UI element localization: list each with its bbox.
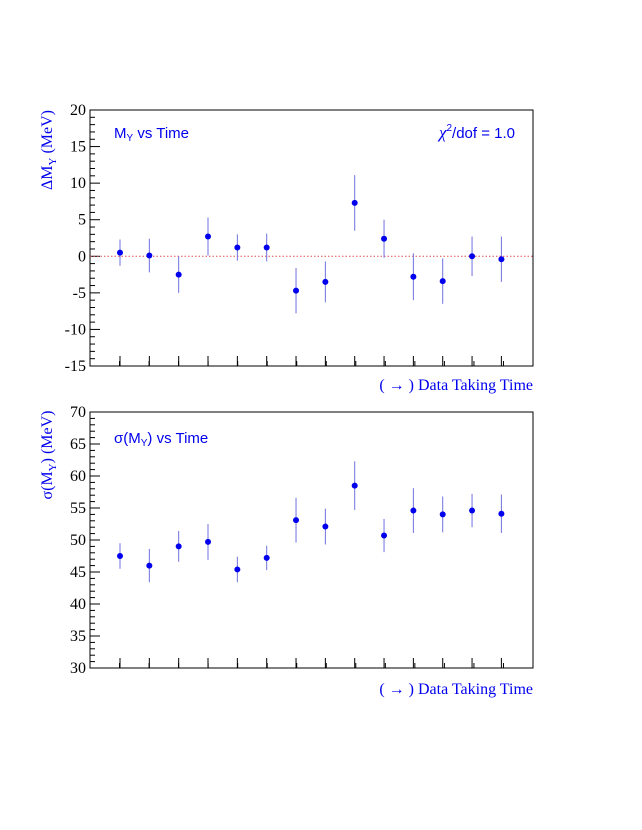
plot-frame <box>89 411 534 669</box>
data-point <box>205 233 212 240</box>
y-tick-label: 20 <box>70 102 86 119</box>
data-point <box>351 482 358 489</box>
data-point <box>263 554 270 561</box>
data-point <box>410 507 417 514</box>
data-point <box>381 235 388 242</box>
data-point <box>322 523 329 530</box>
data-point <box>146 252 153 259</box>
data-points <box>117 461 505 583</box>
data-point <box>293 517 300 524</box>
y-tick-label: 50 <box>70 532 86 549</box>
data-point <box>439 511 446 518</box>
y-tick-label: 35 <box>70 628 86 645</box>
data-point <box>322 278 329 285</box>
data-point <box>410 273 417 280</box>
data-point <box>439 278 446 285</box>
data-point <box>234 244 241 251</box>
y-axis-label: σ(MΥ) (MeV) <box>39 410 59 499</box>
y-axis: -15 -10 -5 0 5 10 15 20 <box>65 102 100 375</box>
panel-mass-width: 30 35 40 45 50 55 60 65 70 σ(MΥ) (MeV) ( → ) Dat… <box>39 404 534 698</box>
y-tick-label: -5 <box>73 285 86 302</box>
y-tick-label: 40 <box>70 596 86 613</box>
data-point <box>263 244 270 251</box>
y-tick-label: -10 <box>65 321 86 338</box>
y-tick-label: 65 <box>70 436 86 453</box>
y-axis: 30 35 40 45 50 55 60 65 70 <box>70 404 100 677</box>
x-axis <box>89 356 534 366</box>
data-point <box>175 271 182 278</box>
data-point <box>381 532 388 539</box>
x-axis <box>89 658 534 668</box>
annotation-left: σ(MΥ) vs Time <box>114 430 208 449</box>
y-tick-label: 45 <box>70 564 86 581</box>
x-axis-label: ( → ) Data Taking Time <box>379 377 533 394</box>
data-point <box>117 553 123 559</box>
panel-mass-shift: -15 -10 -5 0 5 10 15 20 ΔMΥ (MeV) ( → ) Data Ta… <box>39 102 534 394</box>
data-points <box>117 175 505 314</box>
y-tick-label: 60 <box>70 468 86 485</box>
annotation-right: χ2/dof = 1.0 <box>437 123 515 142</box>
y-tick-label: 10 <box>70 175 86 192</box>
y-tick-label: 55 <box>70 500 86 517</box>
data-point <box>117 249 123 256</box>
y-tick-label: 30 <box>70 660 86 677</box>
data-point <box>146 562 153 569</box>
data-point <box>498 510 505 517</box>
data-point <box>234 566 241 573</box>
x-axis-label: ( → ) Data Taking Time <box>379 681 533 698</box>
data-point <box>469 253 476 260</box>
data-point <box>175 543 182 550</box>
data-point <box>351 199 358 206</box>
data-point <box>469 507 476 514</box>
y-tick-label: 0 <box>78 248 86 265</box>
data-point <box>293 287 300 294</box>
y-tick-label: -15 <box>65 358 86 375</box>
data-point <box>205 538 212 545</box>
data-point <box>498 256 505 263</box>
plot-frame <box>89 109 534 367</box>
y-tick-label: 5 <box>78 212 86 229</box>
y-axis-label: ΔMΥ (MeV) <box>39 110 59 190</box>
y-tick-label: 70 <box>70 404 86 421</box>
annotation-left: MΥ vs Time <box>114 125 189 144</box>
y-tick-label: 15 <box>70 139 86 156</box>
